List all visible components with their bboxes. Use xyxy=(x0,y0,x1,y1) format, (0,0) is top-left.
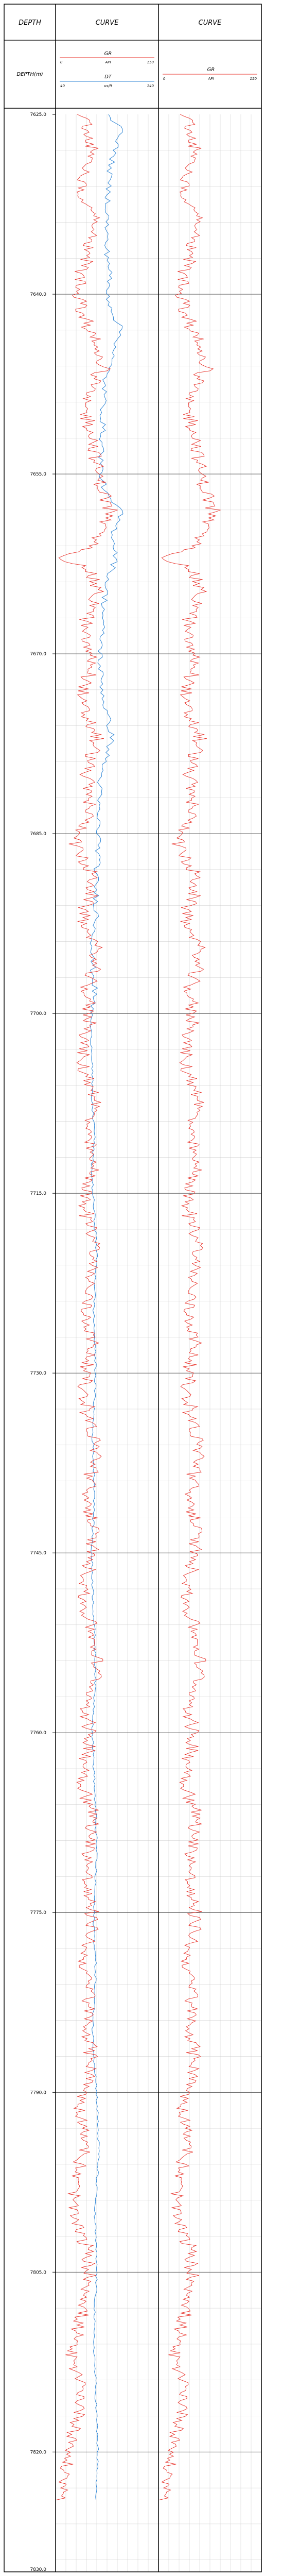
depth-end-label: 7830.0 xyxy=(30,2567,47,2572)
track1-gr-min: 0 xyxy=(60,60,63,64)
track2-title: CURVE xyxy=(199,19,222,27)
depth-tick-label: 7820.0 xyxy=(30,2450,47,2455)
depth-tick-label: 7715.0 xyxy=(30,1191,47,1196)
depth-tick-label: 7730.0 xyxy=(30,1371,47,1376)
track2-gr-max: 150 xyxy=(250,77,257,81)
depth-tick-label: 7745.0 xyxy=(30,1551,47,1556)
depth-tick-label: 7640.0 xyxy=(30,292,47,297)
track2-gr-name: GR xyxy=(207,67,215,73)
track1-gr-max: 150 xyxy=(147,60,154,64)
track1-dt-curve xyxy=(90,114,123,2500)
depth-axis: 7625.0 7640.0 7655.0 7670.0 7685.0 7700.0 7715… xyxy=(30,112,56,2572)
track1-dt-max: 140 xyxy=(147,84,154,88)
log-frame xyxy=(4,4,262,2572)
depth-tick-label: 7700.0 xyxy=(30,1011,47,1016)
depth-tick-label: 7760.0 xyxy=(30,1731,47,1736)
track1-grid xyxy=(56,114,158,2572)
track1-gr-curve xyxy=(56,114,118,2500)
depth-tick-label: 7670.0 xyxy=(30,652,47,657)
depth-tick-label: 7685.0 xyxy=(30,832,47,837)
track2-grid xyxy=(158,114,261,2572)
track1-dt-min: 40 xyxy=(60,84,65,88)
depth-unit-label: DEPTH(m) xyxy=(16,72,43,77)
track1-gr-name: GR xyxy=(104,51,112,57)
track1-dt-name: DT xyxy=(104,74,112,80)
depth-tick-label: 7625.0 xyxy=(30,112,47,117)
depth-tick-label: 7805.0 xyxy=(30,2270,47,2275)
track2-gr-min: 0 xyxy=(163,77,166,81)
track1-title: CURVE xyxy=(96,19,119,27)
depth-tick-label: 7790.0 xyxy=(30,2090,47,2095)
depth-tick-label: 7775.0 xyxy=(30,1910,47,1916)
track2-gr-unit: API xyxy=(207,77,214,81)
track1-gr-unit: API xyxy=(104,60,111,64)
track2-gr-curve xyxy=(159,114,221,2500)
depth-column-title: DEPTH xyxy=(19,19,41,27)
track1-dt-unit: us/ft xyxy=(104,84,112,88)
depth-tick-label: 7655.0 xyxy=(30,472,47,477)
